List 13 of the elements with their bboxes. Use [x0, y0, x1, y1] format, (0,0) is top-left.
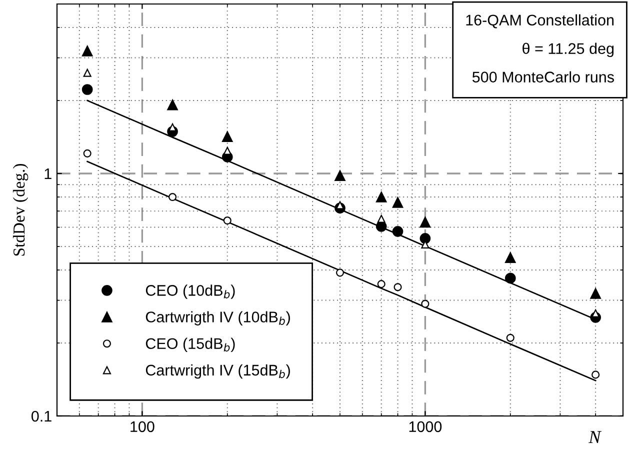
annotation: θ = 11.25 deg: [522, 42, 614, 58]
y-tick-label: 0.1: [32, 410, 52, 422]
legend-label: CEO (15dB$_{b}$): [146, 338, 235, 352]
annotation: 500 MonteCarlo runs: [472, 71, 614, 82]
annotation: 16-QAM Constellation: [466, 14, 614, 28]
y-tick-label: 1: [44, 168, 52, 180]
x-axis-title: N: [588, 431, 602, 443]
x-tick-label: 1000: [409, 421, 442, 432]
x-tick-label: 100: [130, 421, 154, 432]
legend-label: Cartwrigth IV (15dB$_{b}$): [146, 364, 290, 379]
legend-label: Cartwrigth IV (10dB$_{b}$): [146, 311, 290, 326]
legend-label: CEO (10dB$_{b}$): [146, 284, 235, 299]
y-axis-title: StdDev (deg.): [12, 164, 28, 256]
